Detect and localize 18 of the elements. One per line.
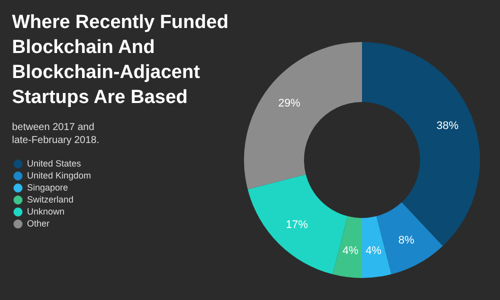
legend-label: Singapore bbox=[27, 182, 68, 192]
data-label: 29% bbox=[278, 98, 301, 110]
legend-label: Switzerland bbox=[27, 194, 74, 204]
donut-slice bbox=[244, 42, 362, 190]
chart-title: Where Recently Funded Blockchain And Blockchain-Adjacent Startups Are Based bbox=[12, 12, 228, 108]
data-label: 17% bbox=[286, 218, 308, 231]
legend-label: United Kingdom bbox=[27, 170, 92, 180]
text: between 2017 and late-February 2018. bbox=[12, 122, 100, 146]
legend-label: Unknown bbox=[27, 206, 65, 216]
data-label: 38% bbox=[436, 120, 459, 132]
donut-slice bbox=[362, 216, 392, 278]
donut-slice bbox=[362, 42, 480, 246]
data-label: 8% bbox=[398, 234, 414, 247]
data-label: 4% bbox=[366, 245, 382, 258]
legend-label: United States bbox=[27, 158, 82, 168]
data-label: 4% bbox=[342, 245, 359, 258]
legend-label: Other bbox=[27, 218, 50, 228]
donut-slice bbox=[332, 216, 362, 278]
